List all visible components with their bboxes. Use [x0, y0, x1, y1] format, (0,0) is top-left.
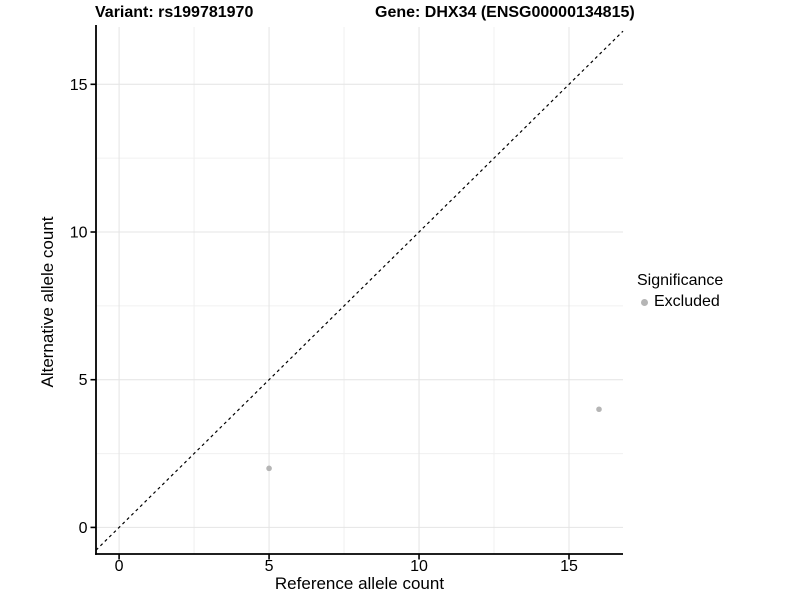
x-tick-label: 5	[265, 558, 274, 575]
axis-lines	[95, 25, 623, 555]
y-tick-label: 15	[70, 77, 88, 94]
legend-title: Significance	[637, 272, 724, 289]
y-axis-label: Alternative allele count	[38, 216, 57, 388]
legend: Significance Excluded	[637, 272, 723, 311]
major-gridlines	[96, 27, 623, 554]
plot-title-variant: Variant: rs199781970	[95, 4, 254, 21]
x-tick-label: 10	[410, 558, 428, 575]
x-tick-label: 0	[115, 558, 124, 575]
data-point	[266, 465, 272, 472]
plot-title-gene: Gene: DHX34 (ENSG00000134815)	[375, 4, 635, 21]
y-tick-label: 0	[79, 520, 88, 537]
x-tick-label: 15	[560, 558, 578, 575]
legend-item-label: Excluded	[654, 293, 720, 310]
data-points	[266, 406, 602, 472]
tick-marks	[90, 83, 570, 560]
data-point	[596, 406, 602, 413]
y-tick-label: 5	[79, 372, 88, 389]
x-axis-label: Reference allele count	[274, 574, 445, 593]
minor-gridlines	[96, 27, 623, 554]
legend-item-excluded: Excluded	[641, 293, 723, 311]
excluded-point-icon	[641, 298, 648, 306]
tick-labels: 0 5 10 15 0 5 10 15	[70, 77, 578, 575]
identity-line	[95, 30, 624, 551]
y-tick-label: 10	[70, 225, 88, 242]
